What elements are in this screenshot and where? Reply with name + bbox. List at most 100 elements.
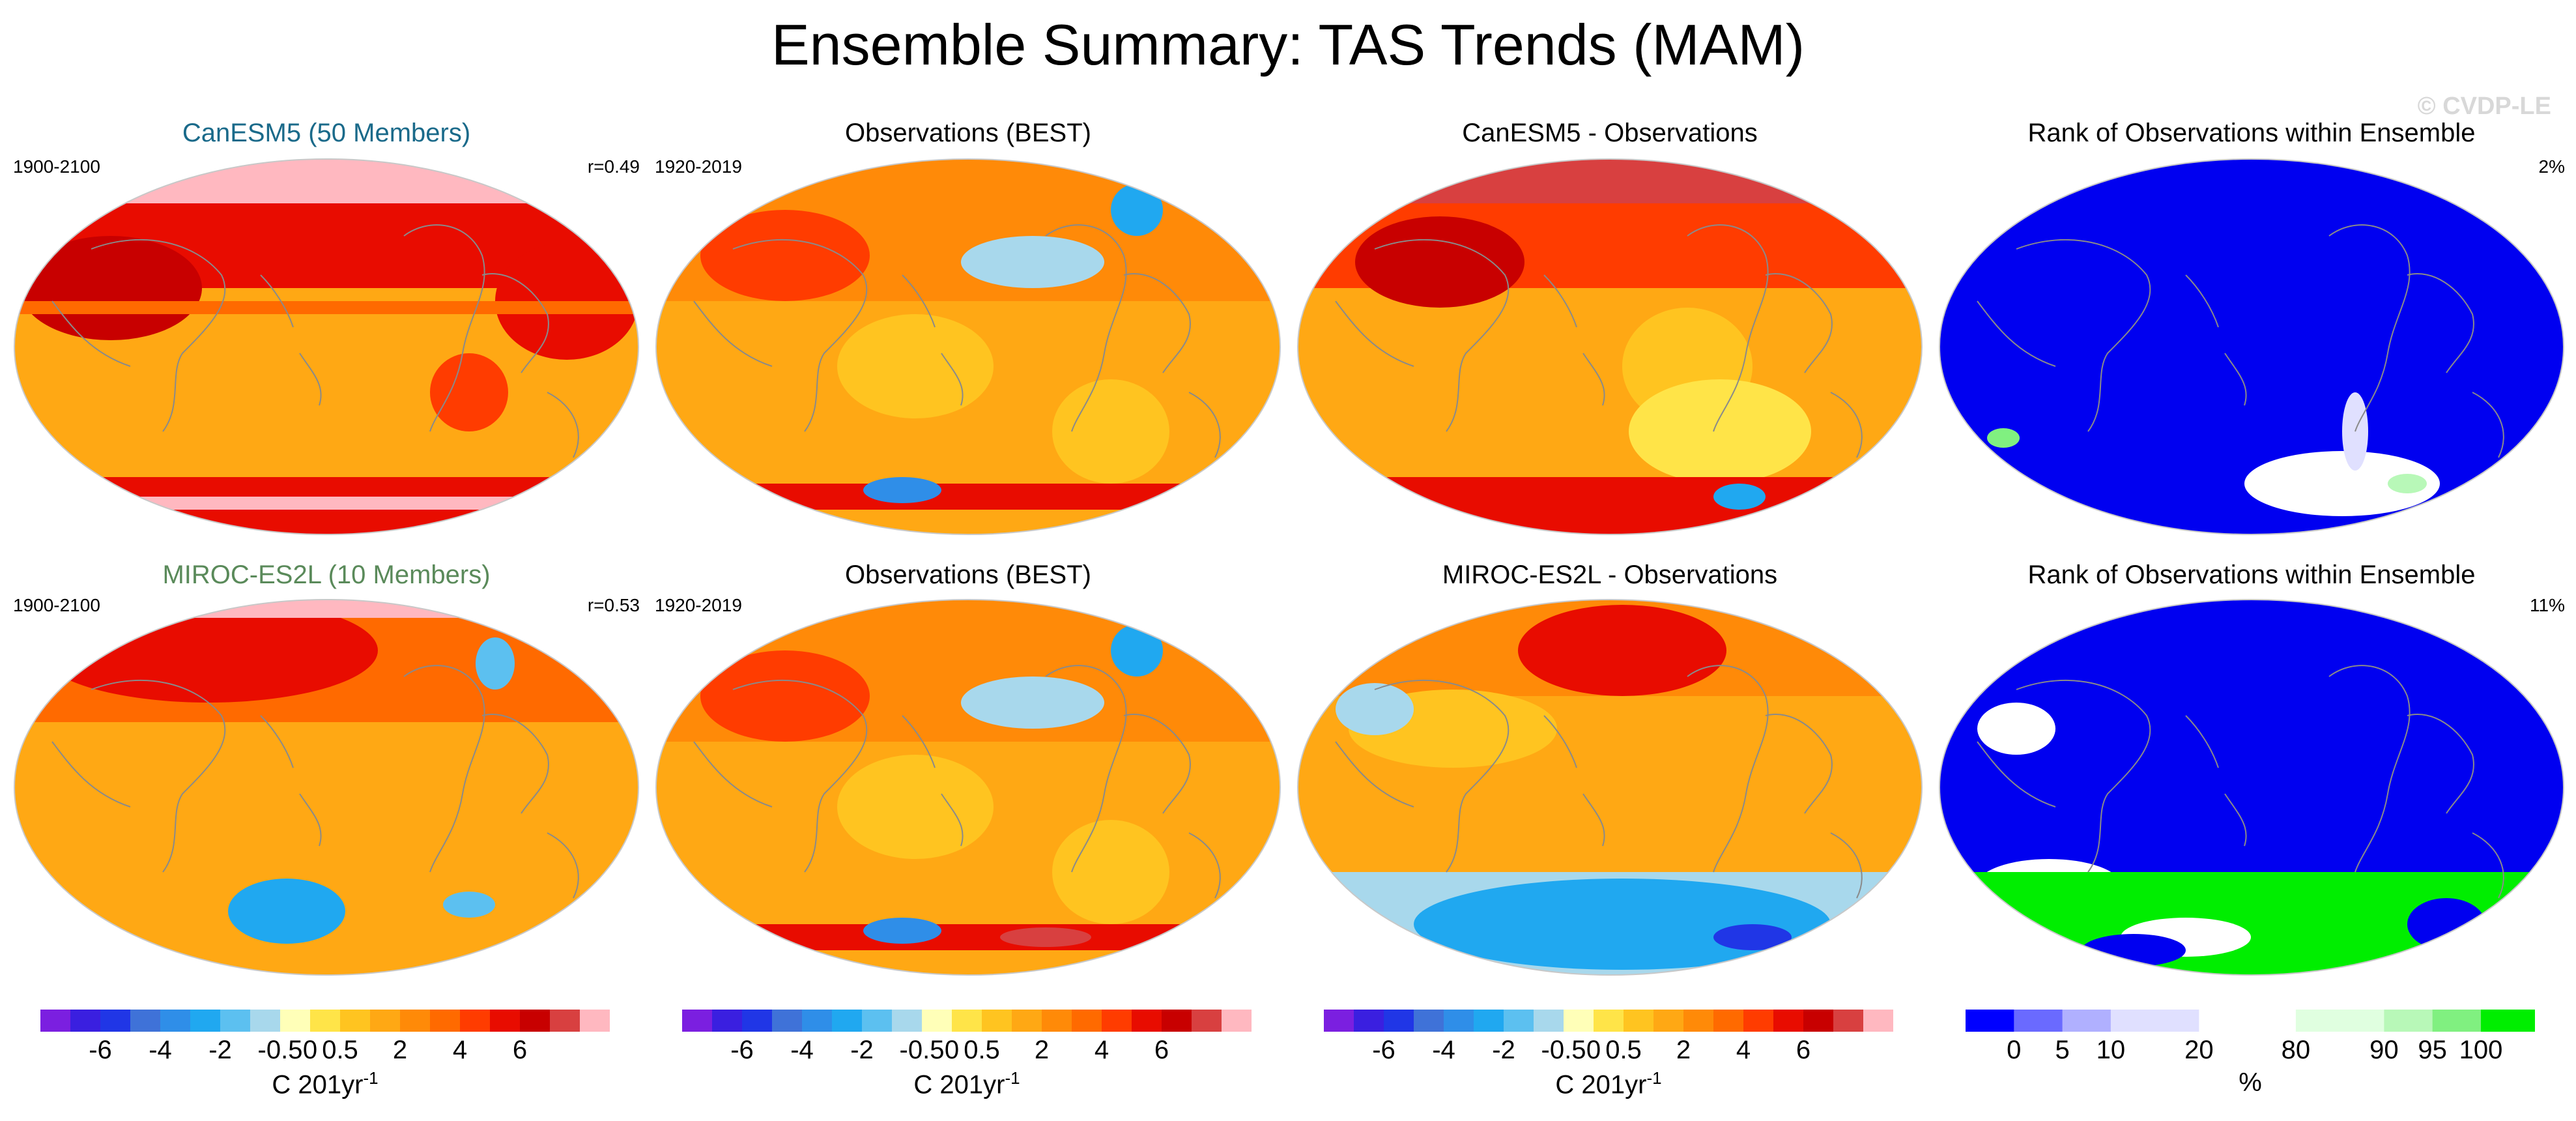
globe-map xyxy=(14,599,639,976)
antarctic-max xyxy=(14,497,638,510)
map-panel xyxy=(655,158,1281,536)
colorbar-swatch xyxy=(70,1010,101,1032)
greenland-cooling xyxy=(1111,624,1163,677)
colorbar-tick: 2 xyxy=(1676,1036,1691,1064)
colorbar-swatch xyxy=(280,1010,311,1032)
south-america-warming xyxy=(430,353,508,431)
globe-outline xyxy=(655,158,1281,535)
colorbar-swatch xyxy=(2384,1010,2433,1032)
colorbar-tick: 2 xyxy=(392,1036,408,1064)
colorbar-swatch xyxy=(430,1010,461,1032)
map-panel xyxy=(1296,598,1923,976)
colorbar-swatch xyxy=(1594,1010,1624,1032)
colorbar-swatch xyxy=(190,1010,221,1032)
coastline xyxy=(51,665,579,899)
coastline xyxy=(51,224,579,458)
colorbar-swatch xyxy=(40,1010,71,1032)
colorbar-swatch xyxy=(310,1010,341,1032)
colorbar-swatch xyxy=(580,1010,610,1032)
colorbar-unit-text: C 201yr xyxy=(272,1070,364,1099)
globe-map xyxy=(655,599,1281,976)
colorbar-swatch xyxy=(1803,1010,1834,1032)
colorbar-tick: -6 xyxy=(89,1036,112,1064)
colorbar-swatch xyxy=(220,1010,251,1032)
colorbar-tick: 4 xyxy=(452,1036,468,1064)
colorbar-swatch xyxy=(1192,1010,1222,1032)
figure-title: Ensemble Summary: TAS Trends (MAM) xyxy=(771,12,1805,77)
colorbar-tick: 80 xyxy=(2281,1036,2311,1064)
arctic-max xyxy=(14,159,638,203)
colorbar-swatches xyxy=(40,1010,610,1032)
colorbar-swatch xyxy=(1102,1010,1132,1032)
globe-outline xyxy=(1939,599,2564,976)
colorbar-tick: -2 xyxy=(850,1036,874,1064)
colorbar-swatch xyxy=(922,1010,952,1032)
rank-green-small xyxy=(1987,428,2020,448)
colorbar-unit-exponent: -1 xyxy=(1646,1068,1662,1088)
panel-title: Rank of Observations within Ensemble xyxy=(2027,119,2476,147)
panel-title: Rank of Observations within Ensemble xyxy=(2027,560,2476,589)
colorbar-tick: -6 xyxy=(1372,1036,1395,1064)
colorbar-swatch xyxy=(862,1010,893,1032)
asia-warming xyxy=(1518,605,1726,696)
sh-cooling-small xyxy=(443,892,495,918)
colorbar-tick: -4 xyxy=(149,1036,172,1064)
colorbar-tick: 95 xyxy=(2418,1036,2447,1064)
globe-map xyxy=(655,158,1281,535)
colorbar-swatch xyxy=(1564,1010,1594,1032)
colorbar-swatch xyxy=(2110,1010,2200,1032)
map-panel xyxy=(1938,598,2565,976)
south-mild xyxy=(1052,820,1169,924)
colorbar-swatch xyxy=(772,1010,803,1032)
colorbar-unit-exponent: -1 xyxy=(363,1068,379,1088)
sh-cooling xyxy=(863,477,941,503)
sh-cooling xyxy=(228,879,345,944)
colorbar-swatch xyxy=(340,1010,371,1032)
colorbar-swatch xyxy=(1683,1010,1714,1032)
colorbar-tick: 100 xyxy=(2459,1036,2503,1064)
colorbar-tick: 0.5 xyxy=(1605,1036,1642,1064)
colorbar-swatches xyxy=(1324,1010,1894,1032)
colorbar-swatch xyxy=(1624,1010,1654,1032)
colorbar-swatch xyxy=(1444,1010,1474,1032)
globe-map xyxy=(1297,158,1923,535)
colorbar-swatch xyxy=(1324,1010,1354,1032)
colorbar-swatch xyxy=(832,1010,863,1032)
colorbar-tick: 2 xyxy=(1034,1036,1050,1064)
stat-label: r=0.53 xyxy=(587,595,640,615)
colorbar-tick: 0.5 xyxy=(964,1036,1000,1064)
colorbar-unit-text: C 201yr xyxy=(913,1070,1005,1099)
colorbar-swatch xyxy=(1132,1010,1162,1032)
colorbar-swatch xyxy=(250,1010,281,1032)
map-panel xyxy=(655,598,1281,976)
colorbar-swatch xyxy=(712,1010,743,1032)
panel-title: MIROC-ES2L - Observations xyxy=(1442,560,1778,589)
colorbar-unit: % xyxy=(2239,1068,2262,1098)
colorbar-swatch xyxy=(2199,1010,2297,1032)
colorbar-unit: C 201yr-1 xyxy=(1555,1068,1661,1099)
colorbar-swatch xyxy=(1743,1010,1774,1032)
globe-map xyxy=(1939,158,2564,535)
colorbar-swatch xyxy=(1414,1010,1444,1032)
coastline xyxy=(1335,224,1863,458)
stat-label: 11% xyxy=(2530,595,2565,615)
colorbar-tick: 0 xyxy=(2007,1036,2022,1064)
colorbar-swatch xyxy=(1534,1010,1564,1032)
stat-label: 2% xyxy=(2538,156,2565,177)
colorbar-swatches xyxy=(1966,1010,2536,1032)
globe-map xyxy=(1297,599,1923,976)
map-panel xyxy=(1938,158,2565,536)
colorbar-swatch xyxy=(2014,1010,2063,1032)
map-panel xyxy=(13,598,640,976)
pacific-cooling xyxy=(961,236,1104,288)
colorbar-tick: 0.5 xyxy=(322,1036,358,1064)
rank-green-patch xyxy=(2388,474,2427,493)
watermark: © CVDP-LE xyxy=(2417,93,2551,120)
coastline xyxy=(1335,665,1863,899)
colorbar-tick: 90 xyxy=(2369,1036,2399,1064)
period-label: 1920-2019 xyxy=(655,595,742,615)
colorbar: -6 -4 -2 -0.5 0 0.5 2 4 6 C 201yr-1 xyxy=(40,1010,610,1101)
sh-band xyxy=(656,484,1280,510)
colorbar-swatch xyxy=(742,1010,773,1032)
colorbar-swatch xyxy=(1863,1010,1894,1032)
